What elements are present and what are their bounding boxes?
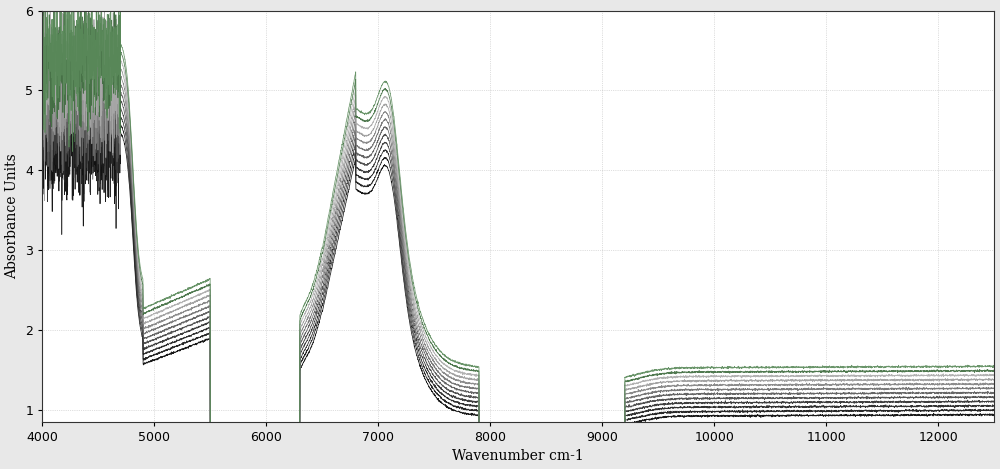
X-axis label: Wavenumber cm-1: Wavenumber cm-1 [452,449,584,463]
Y-axis label: Absorbance Units: Absorbance Units [6,153,20,279]
